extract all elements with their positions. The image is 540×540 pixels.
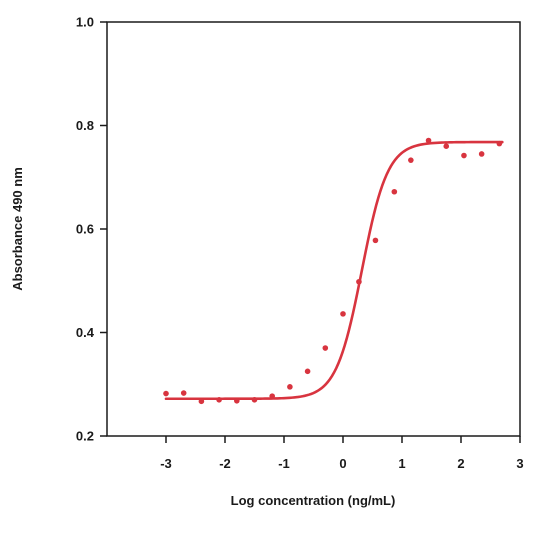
data-point	[304, 368, 311, 375]
x-tick-label: 2	[457, 456, 464, 471]
plot-frame	[106, 21, 521, 437]
x-tick-label: 3	[516, 456, 523, 471]
data-point	[496, 140, 503, 147]
data-point	[408, 157, 414, 163]
x-tick-label: -1	[278, 456, 290, 471]
data-point	[478, 151, 485, 157]
y-tick-label: 0.2	[76, 429, 94, 444]
data-point	[287, 384, 293, 390]
fit-curve	[164, 140, 504, 401]
data-point	[443, 143, 450, 149]
x-axis-label: Log concentration (ng/mL)	[231, 493, 396, 508]
x-tick-label: -3	[160, 456, 172, 471]
x-axis: -3 -2 -1 0 1 2 3	[160, 436, 524, 471]
data-point	[461, 152, 467, 159]
x-tick-label: 0	[339, 456, 346, 471]
data-point	[180, 390, 187, 396]
y-tick-label: 0.4	[76, 325, 95, 340]
data-point	[322, 345, 329, 351]
data-point	[391, 188, 398, 195]
data-point	[163, 390, 169, 397]
x-tick-label: -2	[219, 456, 231, 471]
data-point	[251, 396, 258, 403]
y-tick-label: 0.6	[76, 222, 94, 237]
data-point	[269, 393, 276, 399]
data-point	[216, 396, 222, 403]
y-tick-label: 1.0	[76, 15, 94, 30]
data-point	[356, 278, 362, 285]
data-point	[234, 398, 240, 404]
y-tick-label: 0.8	[76, 118, 94, 133]
data-point	[340, 311, 346, 317]
data-point	[372, 237, 379, 244]
data-point	[425, 137, 432, 144]
data-points	[163, 137, 503, 405]
x-tick-label: 1	[398, 456, 405, 471]
y-axis-label: Absorbance 490 nm	[10, 167, 25, 291]
y-axis: 0.2 0.4 0.6 0.8 1.0	[76, 15, 107, 444]
data-point	[198, 398, 205, 405]
